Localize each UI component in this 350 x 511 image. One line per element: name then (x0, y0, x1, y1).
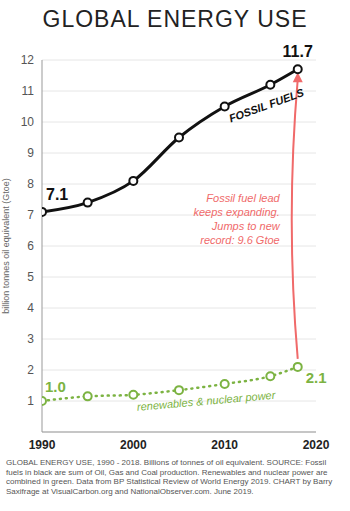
svg-text:7.1: 7.1 (46, 186, 68, 203)
svg-text:2000: 2000 (120, 438, 147, 452)
svg-text:billion tonnes oil equivalent: billion tonnes oil equivalent (Gtoe) (8, 178, 11, 314)
svg-text:renewables & nuclear power: renewables & nuclear power (136, 389, 277, 413)
svg-text:12: 12 (21, 53, 35, 67)
svg-text:8: 8 (27, 177, 34, 191)
svg-text:2020: 2020 (303, 438, 330, 452)
svg-text:keeps expanding.: keeps expanding. (193, 206, 279, 218)
svg-text:6: 6 (27, 239, 34, 253)
svg-text:1990: 1990 (29, 438, 56, 452)
svg-text:2: 2 (27, 363, 34, 377)
html-text:GLOBAL ENERGY USE, 1990 - 2018: GLOBAL ENERGY USE, 1990 - 2018. Billions… (6, 458, 333, 496)
svg-text:record: 9.6 Gtoe: record: 9.6 Gtoe (200, 234, 280, 246)
svg-text:5: 5 (27, 270, 34, 284)
svg-text:2.1: 2.1 (306, 369, 327, 386)
svg-text:4: 4 (27, 301, 34, 315)
svg-text:1.0: 1.0 (45, 378, 66, 395)
svg-text:3: 3 (27, 332, 34, 346)
html-text:GLOBAL ENERGY USE: GLOBAL ENERGY USE (42, 6, 308, 32)
svg-text:10: 10 (21, 115, 35, 129)
svg-text:11.7: 11.7 (283, 43, 313, 60)
svg-text:1: 1 (27, 394, 34, 408)
svg-text:7: 7 (27, 208, 34, 222)
svg-text:9: 9 (27, 146, 34, 160)
svg-text:2010: 2010 (211, 438, 238, 452)
svg-text:Jumps to new: Jumps to new (211, 220, 281, 232)
svg-text:Fossil fuel lead: Fossil fuel lead (206, 192, 280, 204)
svg-text:FOSSIL FUELS: FOSSIL FUELS (227, 86, 306, 124)
svg-text:11: 11 (22, 84, 35, 98)
